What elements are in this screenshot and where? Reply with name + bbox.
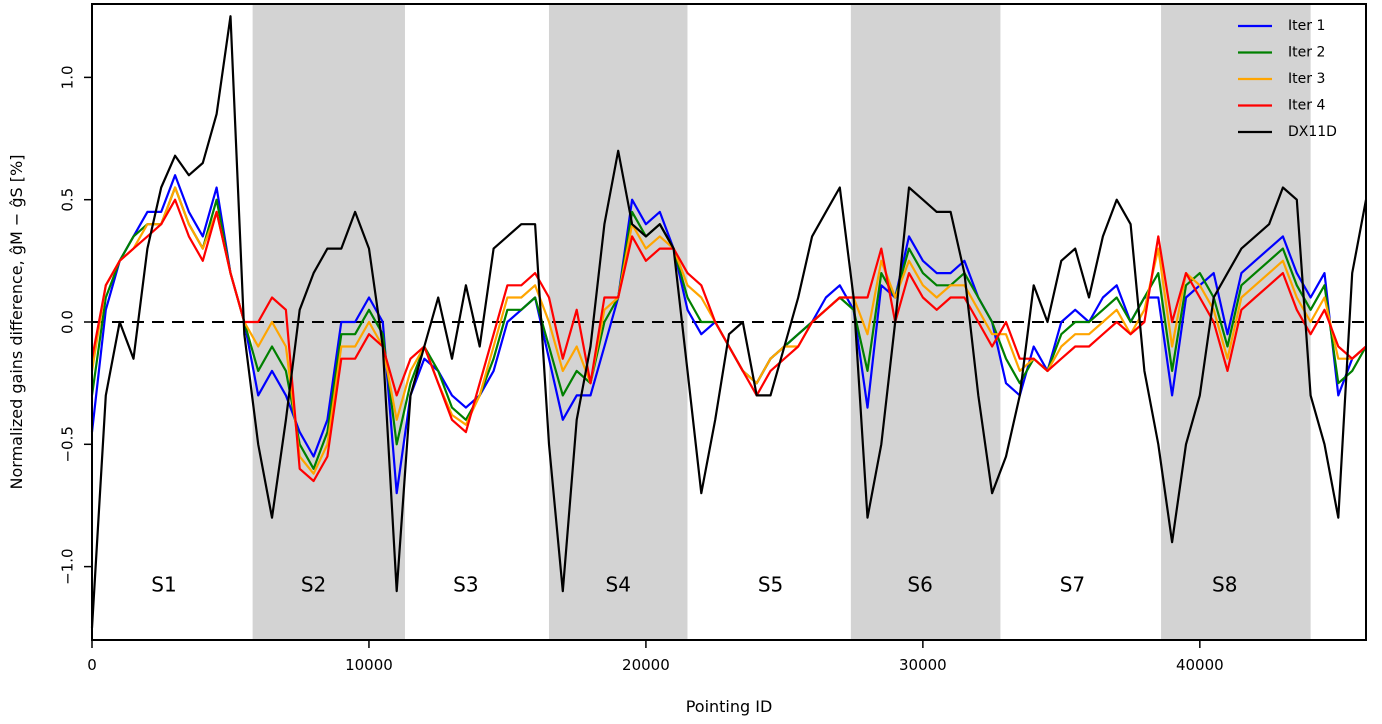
legend-label: DX11D [1288,124,1337,140]
y-axis: −1.0 −0.5 0.0 0.5 1.0 [59,65,92,585]
legend-label: Iter 2 [1288,45,1325,61]
season-label-s2: S2 [301,573,326,597]
legend-label: Iter 3 [1288,71,1325,87]
season-label-s1: S1 [151,573,176,597]
y-axis-label: Normalized gains difference, ĝM − ĝS [%] [7,155,26,490]
x-tick-label: 30000 [899,656,947,674]
season-label-s7: S7 [1060,573,1085,597]
series-line-dx11d [90,15,1368,628]
season-label-s3: S3 [453,573,478,597]
season-label-s4: S4 [606,573,631,597]
legend-label: Iter 1 [1288,18,1325,34]
y-tick-label: 1.0 [59,65,77,89]
legend: Iter 1 Iter 2 Iter 3 Iter 4 DX11D [1238,18,1337,140]
series-line-iter-4 [90,198,1367,483]
x-tick-label: 0 [87,656,97,674]
y-tick-label: −1.0 [59,548,77,584]
x-axis: 0 10000 20000 30000 40000 [87,640,1224,674]
x-tick-label: 10000 [345,656,393,674]
x-axis-label: Pointing ID [686,697,773,716]
season-label-s8: S8 [1212,573,1237,597]
legend-label: Iter 4 [1288,98,1325,114]
season-label-s5: S5 [758,573,783,597]
x-tick-label: 20000 [622,656,670,674]
season-label-s6: S6 [907,573,932,597]
season-labels: S1 S2 S3 S4 S5 S6 S7 S8 [151,573,1237,597]
y-tick-label: 0.5 [59,188,77,212]
y-tick-label: −0.5 [59,426,77,462]
x-tick-label: 40000 [1176,656,1224,674]
series-layer [90,15,1368,628]
y-tick-label: 0.0 [59,310,77,334]
